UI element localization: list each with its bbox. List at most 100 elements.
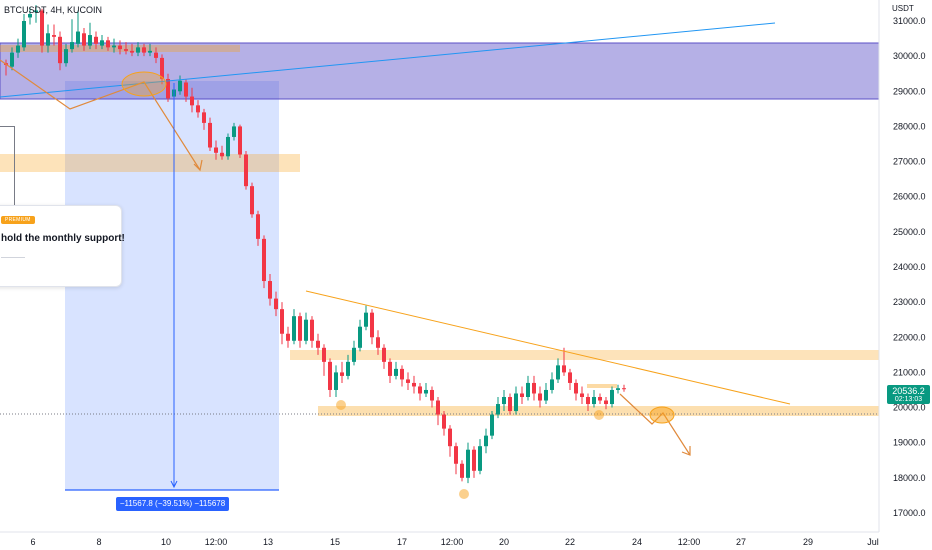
projection-path bbox=[0, 59, 201, 171]
candle-body bbox=[28, 13, 32, 18]
candle-body bbox=[610, 389, 614, 405]
candle-body bbox=[196, 105, 200, 113]
y-tick-label: 23000.0 bbox=[893, 297, 926, 307]
resistance-zone bbox=[0, 42, 880, 100]
candle-body bbox=[238, 126, 242, 155]
candle-body bbox=[484, 435, 488, 447]
candlestick-series bbox=[4, 5, 626, 484]
candle-body bbox=[298, 316, 302, 341]
candle-body bbox=[442, 414, 446, 429]
candle-body bbox=[508, 396, 512, 412]
x-tick-label: 20 bbox=[499, 537, 509, 547]
bar-countdown: 02:13:03 bbox=[894, 396, 923, 403]
candle-body bbox=[466, 449, 470, 478]
x-tick-label: 29 bbox=[803, 537, 813, 547]
candle-body bbox=[148, 50, 152, 53]
premium-badge: PREMIUM bbox=[1, 216, 35, 224]
y-tick-label: 28000.0 bbox=[893, 121, 926, 131]
candle-body bbox=[388, 361, 392, 376]
candle-body bbox=[292, 316, 296, 341]
candle-body bbox=[46, 33, 50, 46]
candle-body bbox=[52, 35, 56, 37]
candle-body bbox=[136, 47, 140, 53]
candle-body bbox=[424, 389, 428, 394]
candle-body bbox=[490, 414, 494, 436]
candle-body bbox=[622, 388, 626, 390]
candle-body bbox=[256, 214, 260, 239]
highlight-ellipse bbox=[649, 406, 675, 424]
candle-body bbox=[598, 396, 602, 401]
note-text: hold the monthly support! bbox=[1, 233, 125, 244]
candle-body bbox=[124, 49, 128, 51]
candle-body bbox=[178, 80, 182, 92]
drawing-tools bbox=[0, 22, 791, 499]
symbol-title[interactable]: BTCUSDT, 4H, KUCOIN bbox=[4, 5, 103, 15]
y-tick-label: 17000.0 bbox=[893, 508, 926, 518]
x-tick-label: 15 bbox=[330, 537, 340, 547]
candle-body bbox=[436, 400, 440, 415]
candle-body bbox=[574, 382, 578, 394]
y-tick-label: 29000.0 bbox=[893, 86, 926, 96]
axis-unit-label: USDT bbox=[892, 4, 914, 13]
chart-grid bbox=[0, 413, 879, 491]
x-tick-label: 13 bbox=[263, 537, 273, 547]
small-zone bbox=[587, 384, 617, 388]
candle-body bbox=[496, 404, 500, 415]
supply-zone bbox=[0, 154, 300, 172]
candle-body bbox=[592, 396, 596, 405]
measure-arrow-head bbox=[170, 480, 178, 489]
y-tick-label: 19000.0 bbox=[893, 438, 926, 448]
candle-body bbox=[352, 347, 356, 362]
x-tick-label: 22 bbox=[565, 537, 575, 547]
candle-body bbox=[304, 319, 308, 341]
marker-dot bbox=[459, 489, 469, 499]
candle-body bbox=[286, 333, 290, 341]
x-tick-label: 10 bbox=[161, 537, 171, 547]
note-divider bbox=[1, 257, 25, 258]
candle-body bbox=[562, 365, 566, 373]
candle-body bbox=[64, 49, 68, 64]
candle-body bbox=[586, 396, 590, 405]
x-tick-label: 8 bbox=[96, 537, 101, 547]
candle-body bbox=[142, 47, 146, 53]
candle-body bbox=[556, 365, 560, 380]
y-tick-label: 22000.0 bbox=[893, 332, 926, 342]
candle-body bbox=[448, 428, 452, 447]
y-tick-label: 18000.0 bbox=[893, 473, 926, 483]
candle-body bbox=[310, 319, 314, 341]
idea-note-card[interactable]: PREMIUM hold the monthly support! bbox=[0, 205, 125, 287]
y-tick-label: 30000.0 bbox=[893, 51, 926, 61]
candle-body bbox=[394, 368, 398, 376]
candle-body bbox=[154, 52, 158, 58]
x-tick-label: 27 bbox=[736, 537, 746, 547]
candle-body bbox=[406, 379, 410, 383]
candle-body bbox=[88, 35, 92, 46]
candle-body bbox=[232, 126, 236, 137]
candle-body bbox=[430, 389, 434, 401]
candle-body bbox=[100, 40, 104, 46]
candle-body bbox=[220, 152, 224, 157]
candle-body bbox=[202, 112, 206, 123]
candle-body bbox=[364, 312, 368, 327]
arrow-head bbox=[681, 446, 691, 456]
note-frame bbox=[0, 126, 15, 206]
y-tick-label: 31000.0 bbox=[893, 16, 926, 26]
last-price: 20536.2 bbox=[892, 386, 925, 396]
marker-dot bbox=[336, 400, 346, 410]
y-tick-label: 21000.0 bbox=[893, 367, 926, 377]
candle-body bbox=[208, 122, 212, 148]
candle-body bbox=[514, 393, 518, 412]
candle-body bbox=[460, 463, 464, 478]
candle-body bbox=[616, 388, 620, 390]
candle-body bbox=[250, 186, 254, 215]
candle-body bbox=[568, 372, 572, 383]
candle-body bbox=[328, 361, 332, 390]
arrow-head bbox=[193, 159, 203, 172]
candle-body bbox=[412, 382, 416, 387]
candle-body bbox=[16, 45, 20, 53]
candle-body bbox=[166, 78, 170, 99]
candle-body bbox=[532, 382, 536, 394]
y-tick-label: 26000.0 bbox=[893, 192, 926, 202]
